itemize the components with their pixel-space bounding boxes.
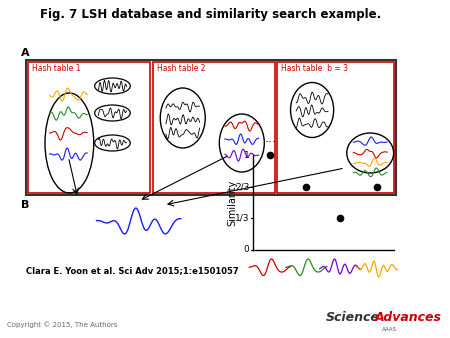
- Text: ...: ...: [265, 131, 277, 145]
- Text: 2/3: 2/3: [235, 182, 249, 191]
- Text: A: A: [21, 48, 29, 58]
- Ellipse shape: [94, 105, 130, 121]
- Text: Science: Science: [326, 311, 380, 324]
- Ellipse shape: [219, 114, 264, 172]
- Bar: [153, 62, 274, 193]
- Ellipse shape: [94, 78, 130, 94]
- Text: Hash table 1: Hash table 1: [32, 64, 81, 73]
- Text: 1: 1: [243, 150, 249, 160]
- Text: Fig. 7 LSH database and similarity search example.: Fig. 7 LSH database and similarity searc…: [40, 8, 382, 21]
- Ellipse shape: [160, 88, 205, 148]
- Text: Hash table  b = 3: Hash table b = 3: [281, 64, 348, 73]
- Text: Similarity: Similarity: [227, 179, 238, 226]
- Text: Copyright © 2015, The Authors: Copyright © 2015, The Authors: [8, 321, 118, 328]
- Text: Advances: Advances: [375, 311, 442, 324]
- Text: 1/3: 1/3: [235, 214, 249, 223]
- Text: 0: 0: [243, 245, 249, 255]
- Text: Clara E. Yoon et al. Sci Adv 2015;1:e1501057: Clara E. Yoon et al. Sci Adv 2015;1:e150…: [26, 266, 239, 275]
- Ellipse shape: [94, 135, 130, 151]
- Bar: [277, 62, 394, 193]
- Bar: [28, 62, 150, 193]
- Bar: [26, 60, 396, 195]
- Ellipse shape: [291, 82, 333, 138]
- Ellipse shape: [347, 133, 394, 173]
- Text: AAAS: AAAS: [382, 327, 397, 332]
- Text: Hash table 2: Hash table 2: [157, 64, 205, 73]
- Text: B: B: [21, 200, 29, 210]
